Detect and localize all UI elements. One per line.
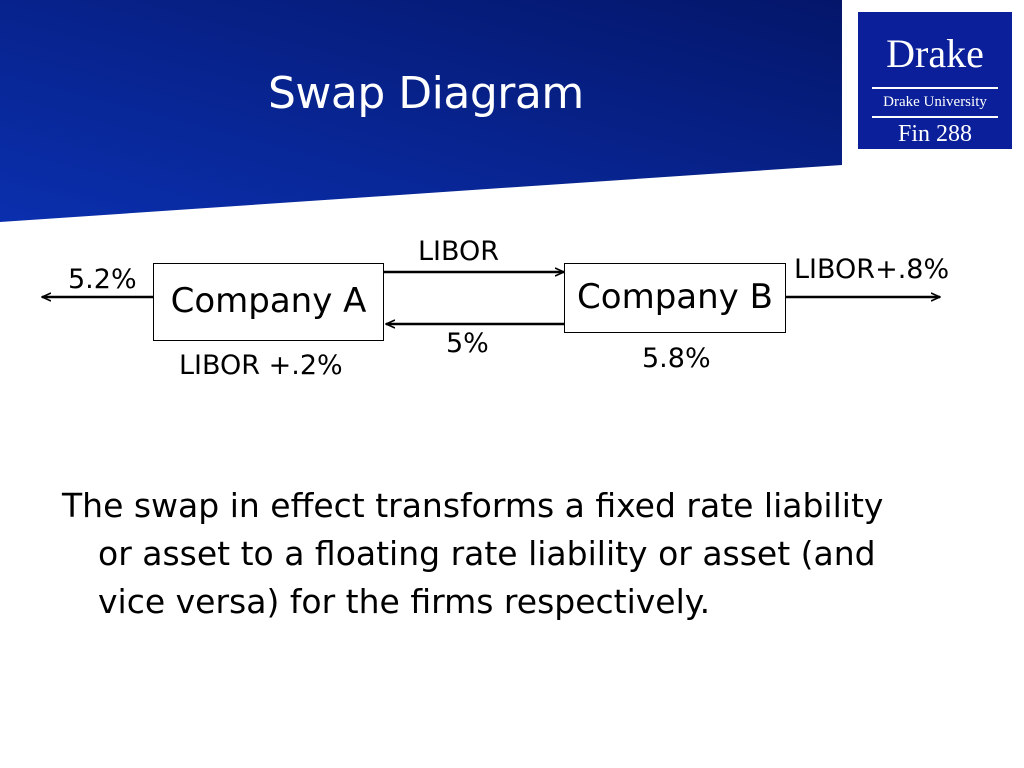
slide-title: Swap Diagram [268, 68, 584, 119]
company-b-net-label: 5.8% [642, 343, 711, 374]
company-b-box: Company B [564, 263, 786, 333]
company-a-box: Company A [153, 263, 384, 341]
company-a-outflow-label: 5.2% [68, 264, 137, 295]
logo-course: Fin 288 [897, 121, 972, 147]
company-b-label: Company B [577, 277, 773, 317]
body-line: vice versa) for the firms respectively. [98, 582, 711, 621]
drake-logo: Drake Drake University Fin 288 [858, 12, 1012, 149]
fixed-rate-label: 5% [446, 328, 489, 359]
body-line: The swap in effect transforms a fixed ra… [62, 486, 884, 525]
logo-university: Drake University [883, 94, 987, 110]
company-a-label: Company A [170, 281, 367, 321]
libor-label: LIBOR [418, 236, 500, 267]
swap-diagram-arrows [0, 0, 1024, 420]
company-a-net-label: LIBOR +.2% [179, 350, 343, 381]
body-paragraph: The swap in effect transforms a fixed ra… [62, 482, 962, 626]
body-line: or asset to a floating rate liability or… [98, 534, 876, 573]
title-banner [0, 0, 842, 222]
logo-name: Drake [886, 31, 984, 76]
logo-divider [872, 116, 998, 118]
company-b-outflow-label: LIBOR+.8% [794, 254, 950, 285]
logo-divider [872, 87, 998, 89]
